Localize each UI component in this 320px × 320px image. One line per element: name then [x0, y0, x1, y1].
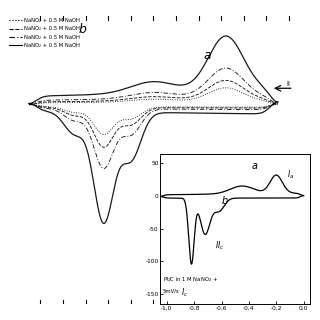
- Text: $I_a$: $I_a$: [287, 169, 294, 181]
- Text: II: II: [287, 81, 291, 87]
- Text: Pt/C in 1 M NaNO$_2$ +: Pt/C in 1 M NaNO$_2$ +: [163, 275, 218, 284]
- Text: a: a: [252, 161, 258, 171]
- Text: NaNO₂ + 0.5 M NaOH: NaNO₂ + 0.5 M NaOH: [25, 26, 80, 31]
- Text: $I_c$: $I_c$: [180, 286, 188, 299]
- Text: NaNO₂ + 0.5 M NaOH: NaNO₂ + 0.5 M NaOH: [25, 18, 80, 23]
- Text: NaNO₂ + 0.5 M NaOH: NaNO₂ + 0.5 M NaOH: [25, 43, 80, 48]
- Text: a: a: [203, 49, 211, 62]
- Text: b: b: [79, 23, 87, 36]
- Text: b: b: [221, 196, 228, 206]
- Text: 5mV/s: 5mV/s: [163, 289, 180, 294]
- Text: $II_c$: $II_c$: [215, 239, 224, 252]
- Text: NaNO₂ + 0.5 M NaOH: NaNO₂ + 0.5 M NaOH: [25, 35, 80, 39]
